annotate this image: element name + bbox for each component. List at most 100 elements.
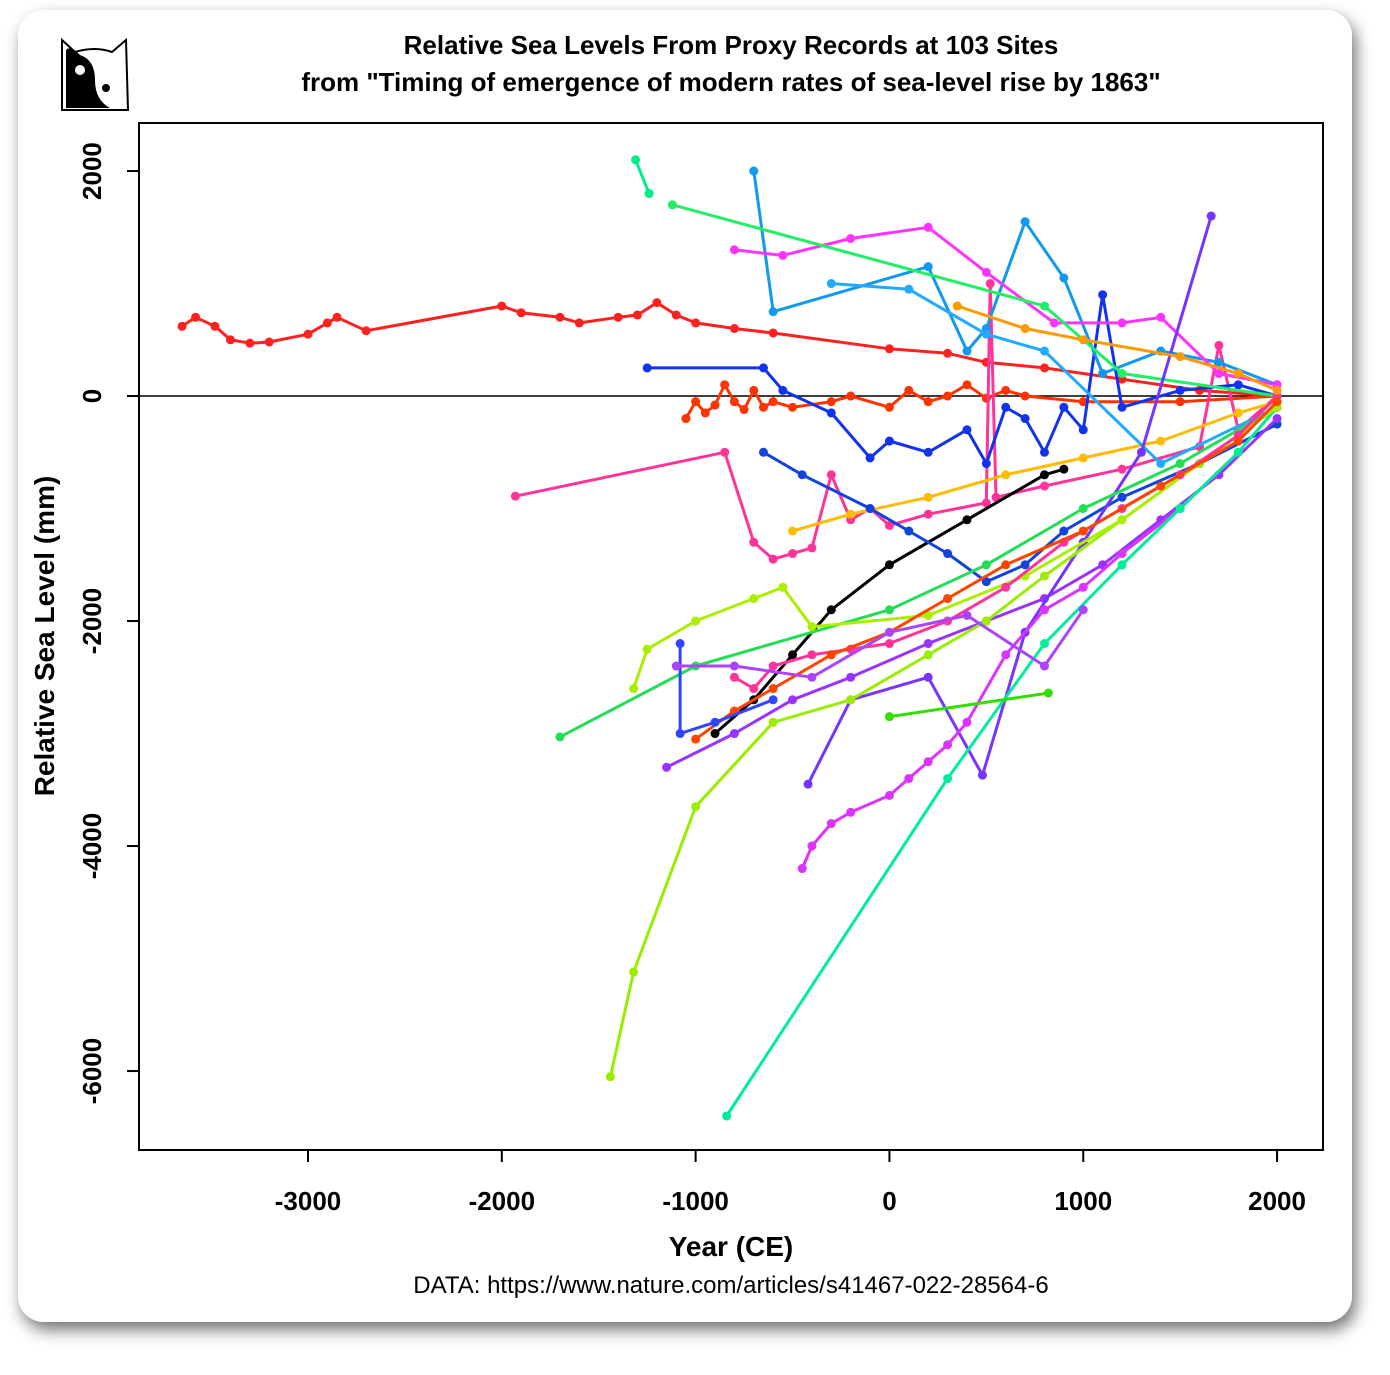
data-point bbox=[1175, 385, 1185, 395]
chart-title: Relative Sea Levels From Proxy Records a… bbox=[404, 30, 1059, 60]
data-point bbox=[605, 1072, 615, 1082]
series-line bbox=[634, 159, 651, 195]
data-point bbox=[884, 639, 894, 649]
data-point bbox=[797, 470, 807, 480]
data-point bbox=[1233, 447, 1243, 457]
data-point bbox=[675, 639, 685, 649]
data-point bbox=[923, 672, 933, 682]
data-point bbox=[264, 337, 274, 347]
data-point bbox=[1059, 273, 1069, 283]
x-tick-label: -1000 bbox=[662, 1186, 729, 1216]
data-point bbox=[1078, 504, 1088, 514]
x-tick-label: -2000 bbox=[469, 1186, 536, 1216]
data-point bbox=[846, 391, 856, 401]
data-point bbox=[1175, 397, 1185, 407]
data-point bbox=[981, 560, 991, 570]
data-point bbox=[510, 491, 520, 501]
data-point bbox=[788, 402, 798, 412]
data-point bbox=[691, 397, 701, 407]
series-line bbox=[632, 406, 1278, 689]
data-point bbox=[642, 644, 652, 654]
data-point bbox=[1039, 470, 1049, 480]
data-point bbox=[904, 774, 914, 784]
data-point bbox=[884, 560, 894, 570]
data-point bbox=[778, 385, 788, 395]
data-point bbox=[981, 267, 991, 277]
data-point bbox=[671, 661, 681, 671]
data-point bbox=[1175, 352, 1185, 362]
data-point bbox=[1117, 464, 1127, 474]
x-tick-label: -3000 bbox=[275, 1186, 342, 1216]
data-point bbox=[1078, 425, 1088, 435]
data-point bbox=[807, 650, 817, 660]
data-point bbox=[729, 661, 739, 671]
data-point bbox=[962, 515, 972, 525]
data-point bbox=[361, 326, 371, 336]
data-point bbox=[962, 380, 972, 390]
data-point bbox=[681, 414, 691, 424]
data-point bbox=[1039, 571, 1049, 581]
data-point bbox=[943, 348, 953, 358]
data-point bbox=[1049, 318, 1059, 328]
data-point bbox=[177, 321, 187, 331]
data-point bbox=[788, 526, 798, 536]
data-point bbox=[1156, 459, 1166, 469]
data-point bbox=[923, 509, 933, 519]
data-point bbox=[943, 740, 953, 750]
data-point bbox=[985, 279, 995, 289]
data-point bbox=[991, 492, 1001, 502]
data-point bbox=[516, 308, 526, 318]
data-point bbox=[710, 729, 720, 739]
series-line bbox=[792, 400, 1278, 533]
y-tick-label: 2000 bbox=[77, 142, 107, 200]
data-point bbox=[631, 155, 641, 165]
data-point bbox=[210, 321, 220, 331]
data-point bbox=[1078, 335, 1088, 345]
data-point bbox=[691, 616, 701, 626]
data-point bbox=[797, 864, 807, 874]
data-point bbox=[671, 310, 681, 320]
data-point bbox=[1233, 408, 1243, 418]
data-point bbox=[1117, 492, 1127, 502]
data-point bbox=[1117, 318, 1127, 328]
data-point bbox=[865, 453, 875, 463]
data-point bbox=[1098, 369, 1108, 379]
plot-area: -3000 -2000 -1000 0 1000 2000 -6000 -4000 -2000 0… bbox=[77, 142, 1323, 1216]
plot-frame bbox=[138, 122, 1324, 1151]
data-point bbox=[1117, 402, 1127, 412]
data-point bbox=[629, 684, 639, 694]
data-point bbox=[1001, 582, 1011, 592]
data-point bbox=[884, 627, 894, 637]
data-point bbox=[826, 470, 836, 480]
data-point bbox=[720, 380, 730, 390]
data-point bbox=[788, 549, 798, 559]
data-point bbox=[1020, 324, 1030, 334]
data-point bbox=[700, 408, 710, 418]
data-point bbox=[1020, 391, 1030, 401]
data-point bbox=[1117, 369, 1127, 379]
data-point bbox=[1039, 605, 1049, 615]
data-point bbox=[768, 661, 778, 671]
data-point bbox=[555, 312, 565, 322]
data-point bbox=[1156, 436, 1166, 446]
series-line bbox=[806, 215, 1213, 785]
data-point bbox=[332, 312, 342, 322]
data-point bbox=[826, 397, 836, 407]
data-point bbox=[1175, 459, 1185, 469]
data-point bbox=[574, 318, 584, 328]
data-point bbox=[981, 329, 991, 339]
data-point bbox=[729, 245, 739, 255]
data-point bbox=[632, 310, 642, 320]
data-point bbox=[826, 605, 836, 615]
data-point bbox=[1233, 369, 1243, 379]
data-point bbox=[675, 729, 685, 739]
data-point bbox=[642, 363, 652, 373]
data-point bbox=[1272, 414, 1282, 424]
data-point bbox=[1059, 464, 1069, 474]
data-point bbox=[846, 234, 856, 244]
data-point bbox=[803, 779, 813, 789]
data-point bbox=[729, 672, 739, 682]
data-point bbox=[943, 549, 953, 559]
data-point bbox=[749, 166, 759, 176]
